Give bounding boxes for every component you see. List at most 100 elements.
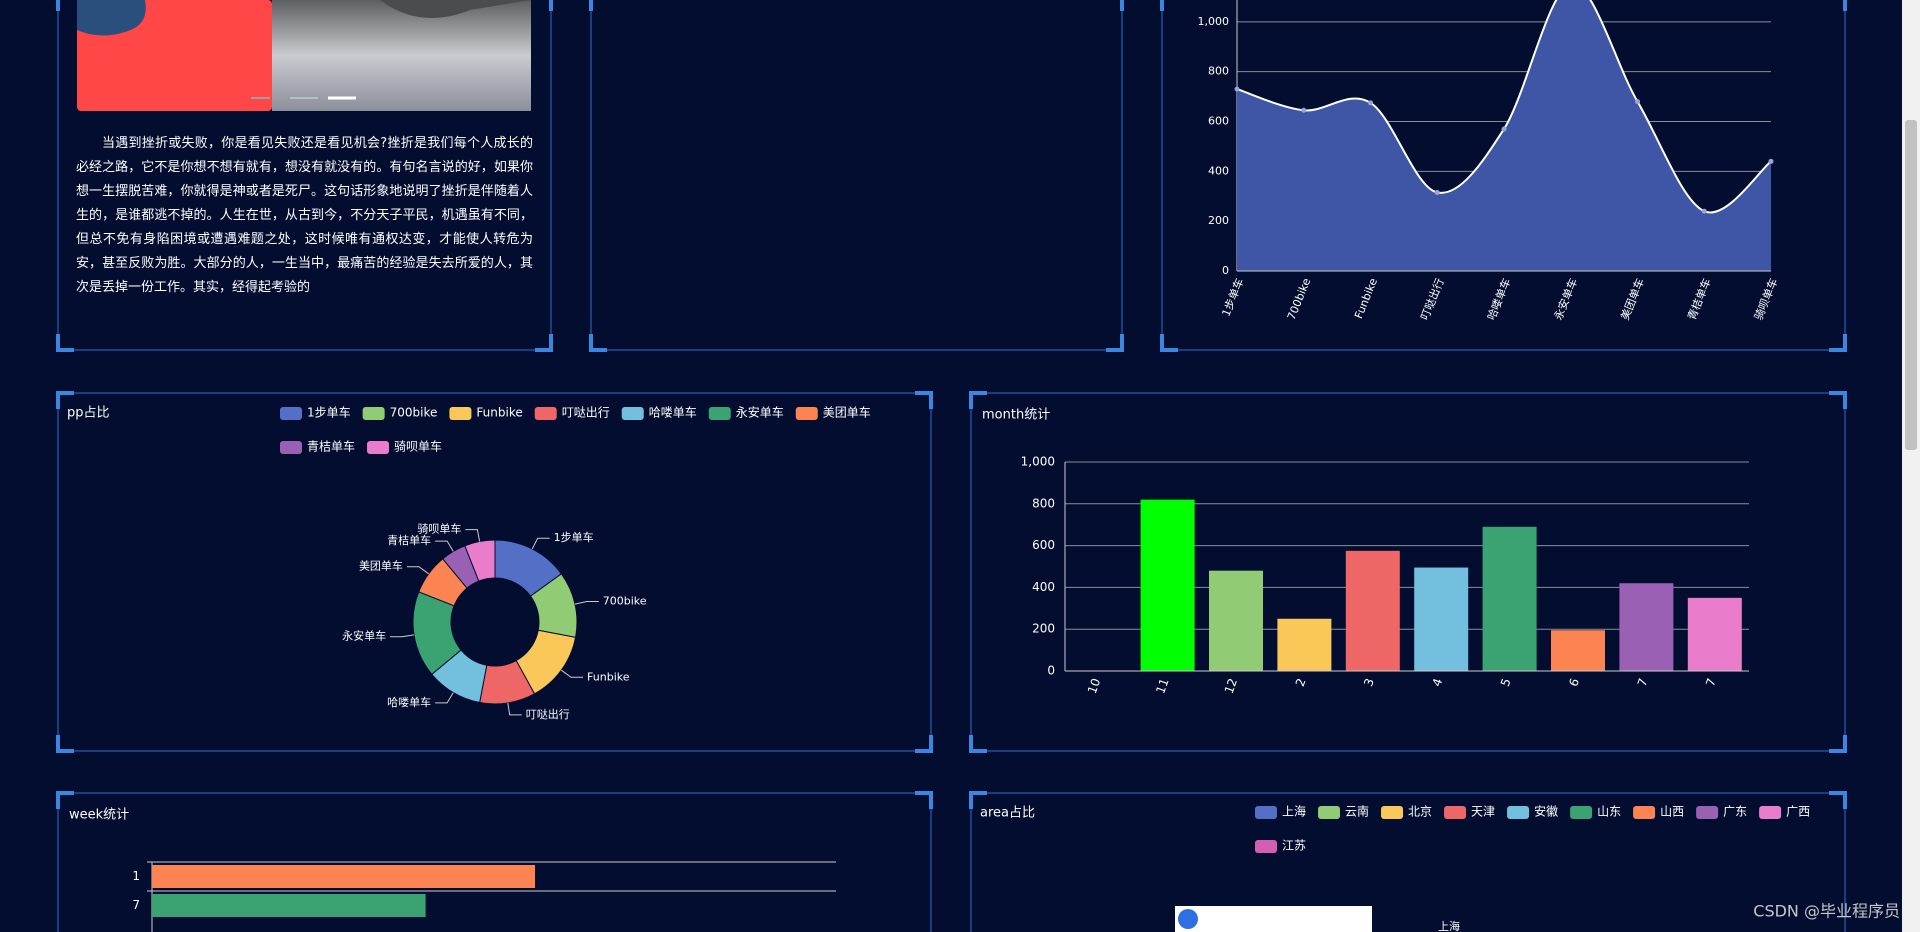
x-tick-label: 7 bbox=[1635, 676, 1651, 688]
bar bbox=[1619, 583, 1674, 671]
legend-label: 永安单车 bbox=[736, 405, 784, 420]
x-tick-label: 10 bbox=[1085, 676, 1103, 695]
legend-swatch bbox=[1507, 806, 1530, 819]
leader-line bbox=[435, 540, 454, 552]
leader-line bbox=[507, 702, 522, 716]
legend-swatch bbox=[1759, 806, 1782, 819]
slice-label: 美团单车 bbox=[359, 559, 403, 573]
watermark: CSDN @毕业程序员 bbox=[1753, 902, 1900, 921]
legend-swatch bbox=[1696, 806, 1719, 819]
x-tick-label: 5 bbox=[1498, 676, 1514, 688]
bar bbox=[1345, 550, 1400, 671]
intro-paragraph: 当遇到挫折或失败，你是看见失败还是看见机会?挫折是我们每个人成长的必经之路，它不… bbox=[76, 136, 533, 295]
y-tick-label: 1,000 bbox=[1021, 455, 1055, 469]
y-tick-label: 800 bbox=[1032, 496, 1055, 510]
legend-swatch bbox=[1381, 806, 1404, 819]
slice-label: 1步单车 bbox=[554, 530, 594, 544]
bar bbox=[1551, 630, 1605, 671]
panel-corner bbox=[56, 791, 933, 809]
scrollbar-thumb[interactable] bbox=[1905, 120, 1917, 450]
bar bbox=[1687, 597, 1742, 671]
point bbox=[1768, 158, 1774, 164]
legend-swatch bbox=[1633, 806, 1656, 819]
point bbox=[1635, 99, 1640, 105]
x-tick-label: 11 bbox=[1153, 676, 1171, 695]
ime-toolbar[interactable] bbox=[1175, 906, 1372, 932]
slice-label: 永安单车 bbox=[342, 629, 386, 643]
x-tick-label: 叮哒出行 bbox=[1417, 276, 1446, 322]
bar bbox=[1140, 499, 1195, 671]
leader-line bbox=[574, 600, 599, 605]
legend-swatch bbox=[449, 407, 472, 420]
legend-label: 哈喽单车 bbox=[649, 405, 697, 420]
leader-line bbox=[390, 634, 415, 638]
y-tick-label: 0 bbox=[1222, 264, 1229, 277]
legend-label: 天津 bbox=[1471, 805, 1495, 819]
x-tick-label: 美团单车 bbox=[1618, 276, 1647, 322]
y-tick-label: 400 bbox=[1208, 164, 1229, 177]
legend-label: 北京 bbox=[1408, 805, 1432, 819]
panel-frame bbox=[970, 792, 1846, 932]
line bbox=[1236, 0, 1772, 214]
y-tick-label: 600 bbox=[1208, 115, 1229, 128]
legend-swatch bbox=[280, 441, 302, 454]
bar bbox=[1414, 567, 1469, 671]
legend-label: 山东 bbox=[1597, 805, 1621, 819]
panel-corner bbox=[969, 391, 1847, 753]
leader-line bbox=[435, 692, 454, 704]
y-tick-label: 400 bbox=[1032, 580, 1055, 594]
leader-line bbox=[406, 566, 429, 575]
slide-rock bbox=[380, 0, 531, 18]
leader-line bbox=[465, 529, 481, 542]
y-tick-label: 1,000 bbox=[1198, 15, 1230, 28]
legend-swatch bbox=[621, 407, 644, 420]
legend-label: 上海 bbox=[1282, 804, 1306, 819]
legend-swatch bbox=[1255, 840, 1277, 853]
point bbox=[1301, 107, 1307, 113]
legend-label: 山西 bbox=[1660, 805, 1684, 819]
panel-title: pp占比 bbox=[67, 406, 110, 421]
legend-label: 云南 bbox=[1345, 804, 1369, 819]
x-tick-label: 7 bbox=[1703, 676, 1719, 688]
carousel[interactable] bbox=[77, 0, 531, 111]
x-tick-label: 6 bbox=[1566, 676, 1582, 688]
panel-frame bbox=[57, 792, 932, 932]
legend-swatch bbox=[1318, 806, 1341, 819]
legend-swatch bbox=[280, 407, 302, 420]
panel-corner bbox=[589, 0, 1124, 352]
y-tick-label: 600 bbox=[1032, 538, 1055, 552]
slice-label: 叮哒出行 bbox=[526, 707, 570, 721]
x-tick-label: 1步单车 bbox=[1219, 276, 1247, 318]
legend-swatch bbox=[367, 441, 390, 454]
legend-label: 安徽 bbox=[1534, 804, 1558, 819]
legend-label: 700bike bbox=[390, 406, 438, 420]
panel-corner bbox=[56, 391, 933, 753]
panel-corner bbox=[969, 791, 1847, 809]
slide-shape bbox=[77, 0, 146, 36]
legend-swatch bbox=[1570, 806, 1593, 819]
legend-label: 广东 bbox=[1723, 805, 1747, 819]
slice-label: 700bike bbox=[603, 594, 647, 607]
slide-right bbox=[272, 0, 531, 111]
legend-label: 美团单车 bbox=[823, 405, 871, 420]
leader-line bbox=[531, 537, 550, 550]
y-tick-label: 200 bbox=[1208, 214, 1229, 227]
x-tick-label: Funbike bbox=[1352, 276, 1380, 320]
panel-frame bbox=[970, 392, 1846, 752]
x-tick-label: 12 bbox=[1222, 676, 1240, 695]
x-tick-label: 3 bbox=[1361, 676, 1377, 688]
legend-label: 青桔单车 bbox=[307, 439, 355, 454]
slice-label: Funbike bbox=[587, 670, 630, 683]
legend-label: Funbike bbox=[476, 406, 522, 420]
panel-title: week统计 bbox=[69, 808, 129, 823]
point bbox=[1501, 126, 1507, 132]
ime-icon[interactable] bbox=[1178, 909, 1198, 929]
x-tick-label: 永安单车 bbox=[1551, 276, 1580, 322]
legend-swatch bbox=[795, 407, 818, 420]
panel-frame bbox=[57, 392, 932, 752]
x-tick-label: 骑呗单车 bbox=[1751, 276, 1780, 322]
point bbox=[1234, 86, 1240, 92]
legend-label: 1步单车 bbox=[307, 405, 351, 420]
